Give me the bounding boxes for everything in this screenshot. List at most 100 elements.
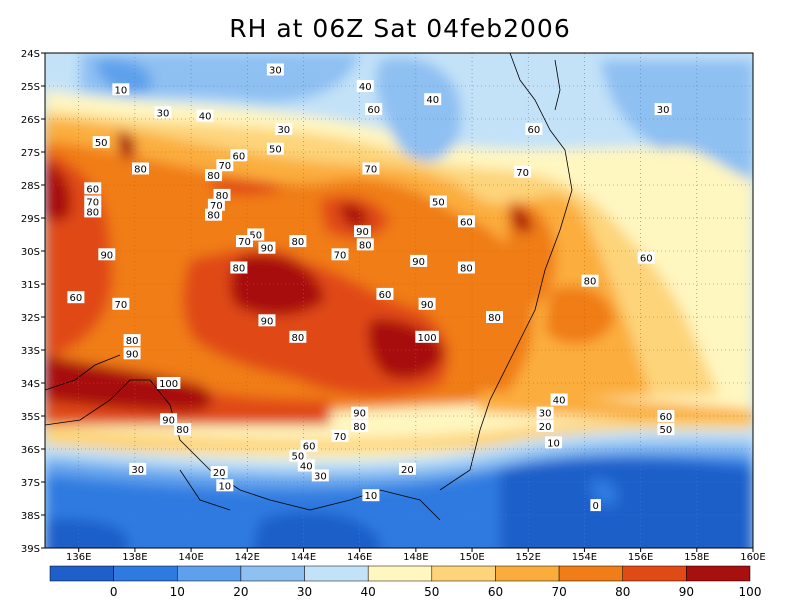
svg-text:10: 10 (218, 481, 231, 492)
coast-line-1 (554, 59, 561, 111)
rh-band-32 (500, 458, 753, 548)
svg-text:70: 70 (516, 168, 529, 179)
colorbar-label-80: 80 (615, 585, 630, 599)
contour-label: 70 (331, 248, 349, 261)
rh-band-22 (510, 207, 532, 233)
contour-label: 90 (351, 406, 369, 420)
rh-band-23 (340, 203, 369, 228)
svg-text:20: 20 (539, 422, 552, 433)
contour-label: 80 (356, 238, 374, 251)
contour-label: 20 (536, 419, 554, 433)
coast-line-0 (439, 53, 573, 491)
contour-label: 80 (84, 205, 102, 218)
contour-label: 80 (457, 261, 475, 275)
svg-text:90: 90 (162, 415, 175, 426)
svg-text:30: 30 (157, 108, 170, 119)
contour-label: 50 (429, 195, 447, 209)
svg-text:90: 90 (412, 257, 425, 268)
contour-label: 80 (486, 311, 504, 324)
rh-field (45, 53, 753, 548)
coast-line-3 (45, 354, 121, 391)
contour-label: 30 (275, 122, 293, 136)
rh-band-24 (118, 130, 136, 160)
colorbar-label-50: 50 (424, 585, 439, 599)
contour-label: 50 (266, 142, 284, 156)
contour-label: 90 (418, 297, 436, 311)
svg-text:60: 60 (460, 217, 473, 228)
colorbar-label-20: 20 (233, 585, 248, 599)
contour-label: 90 (258, 314, 276, 327)
contour-label: 70 (362, 162, 380, 176)
svg-text:60: 60 (379, 290, 392, 301)
lat-tick-31S: 31S (21, 280, 40, 291)
colorbar-label-100: 100 (739, 585, 762, 599)
rh-band-25 (229, 254, 325, 316)
rh-band-20 (45, 355, 213, 412)
contour-label: 40 (356, 80, 374, 93)
svg-text:0: 0 (592, 501, 598, 512)
rh-band-33 (45, 519, 129, 548)
contour-label: 60 (637, 251, 655, 265)
colorbar-swatch-1 (113, 565, 178, 582)
svg-text:60: 60 (70, 293, 83, 304)
svg-text:60: 60 (660, 412, 673, 423)
contour-label: 80 (205, 208, 223, 222)
lat-tick-35S: 35S (21, 412, 40, 423)
svg-text:30: 30 (269, 66, 282, 77)
colorbar: 0 10 20 30 40 50 60 70 80 90 100 (49, 565, 762, 599)
colorbar-swatch-8 (558, 565, 623, 582)
contour-label: 100 (415, 330, 439, 344)
svg-text:40: 40 (199, 112, 212, 123)
lat-tick-27S: 27S (21, 148, 40, 159)
contour-label: 80 (289, 330, 307, 344)
lon-tick-158E: 158E (684, 552, 709, 563)
lon-tick-144E: 144E (291, 552, 316, 563)
rh-band-3 (375, 57, 462, 162)
contour-label: 60 (365, 103, 383, 116)
lon-tick-150E: 150E (459, 552, 484, 563)
contour-label: 80 (581, 274, 599, 288)
contour-label: 70 (235, 235, 253, 248)
svg-text:70: 70 (365, 165, 378, 176)
contour-label: 20 (210, 466, 228, 479)
svg-text:20: 20 (213, 468, 226, 479)
svg-text:100: 100 (418, 333, 437, 344)
contour-label: 60 (67, 291, 85, 304)
lon-tick-160E: 160E (740, 552, 765, 563)
contour-label: 40 (424, 93, 442, 106)
lon-tick-142E: 142E (235, 552, 260, 563)
contour-label: 100 (156, 377, 181, 390)
rh-band-5 (95, 59, 152, 94)
coast-line-4 (179, 469, 231, 511)
svg-text:70: 70 (86, 198, 99, 209)
svg-text:30: 30 (657, 105, 670, 116)
contour-label: 30 (654, 103, 672, 116)
svg-text:80: 80 (176, 425, 189, 436)
rh-band-26 (480, 390, 753, 425)
svg-text:40: 40 (553, 396, 566, 407)
lon-tick-136E: 136E (66, 552, 91, 563)
coastline (45, 53, 573, 521)
contour-label: 60 (230, 149, 248, 162)
contour-label: 60 (376, 287, 394, 301)
contour-label: 80 (213, 188, 231, 202)
contour-label: 30 (311, 469, 329, 482)
colorbar-label-40: 40 (361, 585, 376, 599)
svg-text:80: 80 (86, 207, 99, 218)
colorbar-swatch-2 (177, 565, 242, 582)
svg-text:90: 90 (261, 316, 274, 327)
svg-text:70: 70 (334, 432, 347, 443)
svg-text:90: 90 (261, 244, 274, 255)
svg-text:80: 80 (291, 333, 304, 344)
svg-text:80: 80 (232, 264, 245, 275)
svg-text:80: 80 (216, 191, 229, 202)
svg-text:100: 100 (159, 379, 178, 390)
lat-tick-33S: 33S (21, 346, 40, 357)
svg-text:50: 50 (249, 231, 262, 242)
lat-tick-24S: 24S (21, 49, 40, 60)
svg-text:50: 50 (269, 145, 282, 156)
contour-label: 10 (112, 83, 130, 96)
contour-label: 50 (289, 449, 307, 463)
svg-text:80: 80 (584, 277, 597, 288)
